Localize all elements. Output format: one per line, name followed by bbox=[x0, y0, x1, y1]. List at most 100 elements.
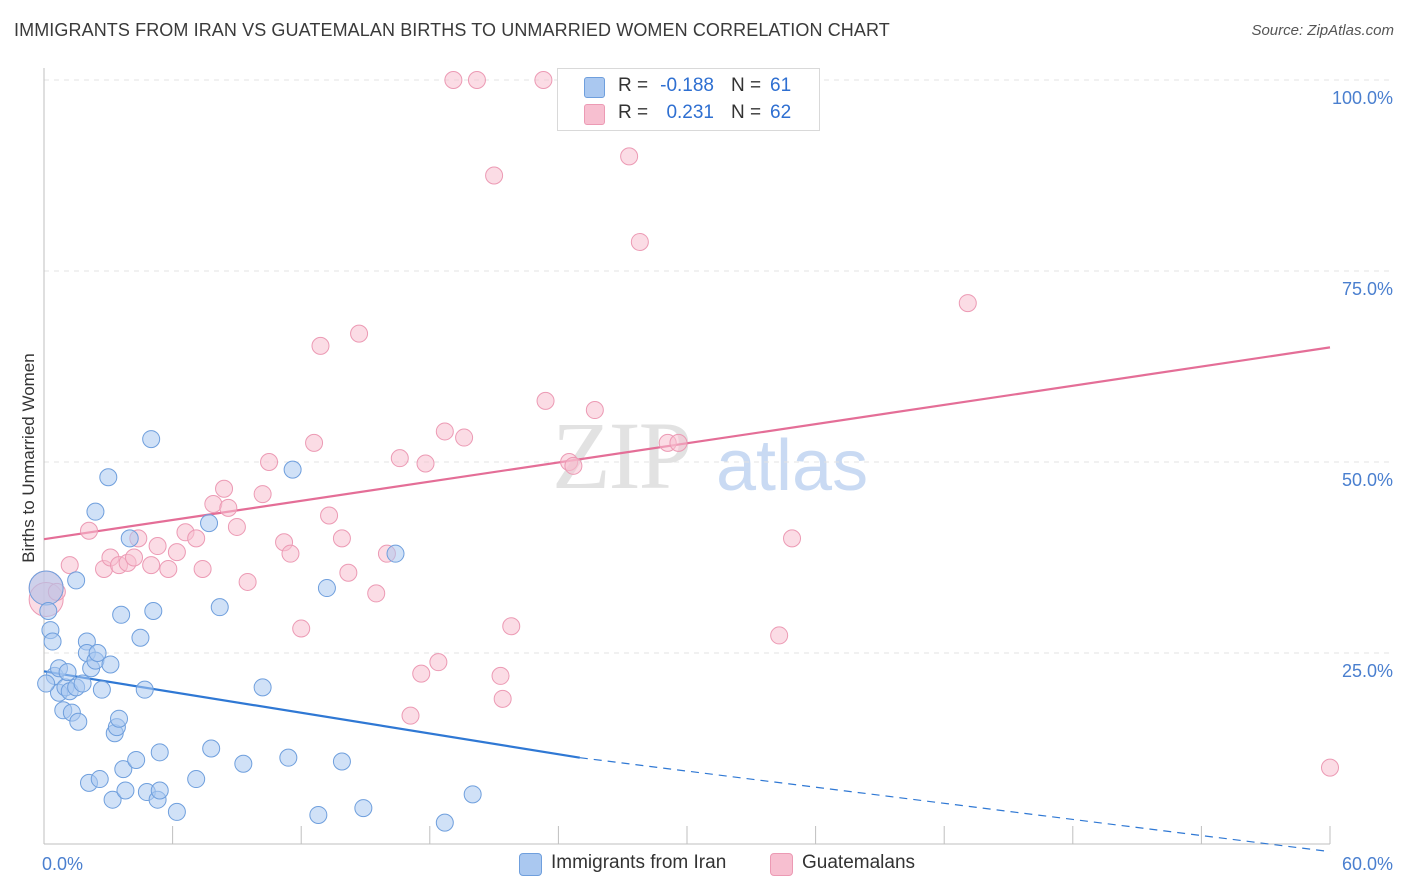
watermark-atlas: atlas bbox=[716, 426, 869, 506]
trend-line-iran bbox=[43, 670, 581, 759]
point-guatemalans bbox=[60, 556, 79, 575]
point-iran bbox=[283, 460, 302, 479]
grid-lines bbox=[44, 79, 1392, 654]
legend-swatch-guatemalans bbox=[770, 853, 793, 876]
point-iran bbox=[28, 570, 64, 606]
point-iran bbox=[167, 802, 186, 821]
legend-swatch-iran bbox=[584, 77, 605, 98]
point-iran bbox=[112, 605, 131, 624]
point-iran bbox=[86, 502, 105, 521]
point-iran bbox=[332, 752, 351, 771]
trend-line-iran-extrapolated bbox=[579, 757, 1331, 853]
point-iran bbox=[120, 529, 139, 548]
point-guatemalans bbox=[332, 529, 351, 548]
y-tick-label: 100.0% bbox=[1332, 88, 1393, 108]
point-iran bbox=[110, 709, 129, 728]
point-guatemalans bbox=[305, 433, 324, 452]
point-guatemalans bbox=[125, 548, 144, 567]
point-guatemalans bbox=[281, 544, 300, 563]
point-guatemalans bbox=[493, 689, 512, 708]
point-iran bbox=[116, 781, 135, 800]
point-iran bbox=[142, 430, 161, 449]
point-iran bbox=[435, 813, 454, 832]
point-guatemalans bbox=[620, 147, 639, 166]
r-label: R = bbox=[618, 102, 649, 123]
point-guatemalans bbox=[142, 556, 161, 575]
x-tick-label: 60.0% bbox=[1342, 854, 1393, 874]
point-iran bbox=[73, 674, 92, 693]
point-iran bbox=[234, 754, 253, 773]
y-tick-label: 75.0% bbox=[1342, 279, 1393, 299]
point-iran bbox=[386, 544, 405, 563]
point-iran bbox=[135, 680, 154, 699]
point-iran bbox=[309, 805, 328, 824]
point-guatemalans bbox=[187, 529, 206, 548]
point-iran bbox=[58, 663, 77, 682]
point-iran bbox=[354, 799, 373, 818]
legend-row-iran: R = -0.188 N = 61 bbox=[558, 73, 819, 100]
point-guatemalans bbox=[485, 166, 504, 185]
point-guatemalans bbox=[412, 664, 431, 683]
source-note: Source: ZipAtlas.com bbox=[1251, 22, 1394, 39]
point-guatemalans bbox=[193, 559, 212, 578]
point-guatemalans bbox=[204, 495, 223, 514]
point-iran bbox=[200, 514, 219, 533]
point-guatemalans bbox=[783, 529, 802, 548]
point-iran bbox=[202, 739, 221, 758]
data-points bbox=[28, 71, 1339, 832]
point-iran bbox=[88, 644, 107, 662]
point-guatemalans bbox=[534, 71, 553, 89]
point-guatemalans bbox=[455, 428, 474, 447]
point-guatemalans bbox=[1321, 758, 1339, 777]
point-iran bbox=[253, 678, 272, 697]
legend-swatch-guatemalans bbox=[584, 104, 605, 125]
legend-label-guatemalans: Guatemalans bbox=[802, 852, 916, 873]
point-iran bbox=[279, 748, 298, 767]
point-guatemalans bbox=[167, 543, 186, 562]
y-axis-label: Births to Unmarried Women bbox=[19, 353, 38, 562]
x-tick-label: 0.0% bbox=[42, 854, 83, 874]
point-iran bbox=[317, 579, 336, 598]
point-iran bbox=[67, 571, 86, 590]
correlation-legend: R = -0.188 N = 61 R = 0.231 N = 62 bbox=[557, 68, 820, 131]
point-guatemalans bbox=[159, 559, 178, 578]
point-guatemalans bbox=[491, 666, 510, 685]
point-iran bbox=[101, 655, 120, 674]
point-guatemalans bbox=[350, 324, 369, 343]
point-guatemalans bbox=[585, 401, 604, 420]
point-guatemalans bbox=[401, 706, 420, 725]
point-iran bbox=[69, 712, 88, 731]
point-iran bbox=[92, 680, 111, 699]
point-iran bbox=[114, 760, 133, 779]
point-guatemalans bbox=[80, 521, 99, 540]
point-iran bbox=[37, 674, 56, 693]
legend-swatch-iran bbox=[519, 853, 542, 876]
tick-labels: 25.0% 50.0% 75.0% 100.0% 0.0% 60.0% bbox=[42, 88, 1393, 874]
n-label: N = bbox=[731, 75, 762, 96]
point-iran bbox=[127, 750, 146, 769]
point-iran bbox=[187, 770, 206, 789]
point-iran bbox=[210, 598, 229, 617]
chart-title: IMMIGRANTS FROM IRAN VS GUATEMALAN BIRTH… bbox=[14, 20, 890, 40]
point-iran bbox=[99, 468, 118, 487]
n-label: N = bbox=[731, 102, 762, 123]
axes bbox=[43, 68, 1331, 845]
point-guatemalans bbox=[444, 71, 463, 89]
point-guatemalans bbox=[390, 449, 409, 468]
point-guatemalans bbox=[669, 433, 688, 452]
point-guatemalans bbox=[502, 617, 521, 636]
r-value: 0.231 bbox=[666, 102, 714, 123]
point-guatemalans bbox=[429, 653, 448, 672]
n-value: 62 bbox=[770, 102, 792, 123]
point-guatemalans bbox=[339, 563, 358, 582]
point-guatemalans bbox=[958, 294, 977, 313]
point-guatemalans bbox=[367, 584, 386, 603]
point-guatemalans bbox=[219, 498, 238, 517]
point-guatemalans bbox=[215, 479, 234, 498]
point-guatemalans bbox=[536, 391, 555, 410]
y-tick-label: 50.0% bbox=[1342, 470, 1393, 490]
r-label: R = bbox=[618, 75, 649, 96]
n-value: 61 bbox=[770, 75, 792, 96]
point-guatemalans bbox=[564, 456, 583, 475]
